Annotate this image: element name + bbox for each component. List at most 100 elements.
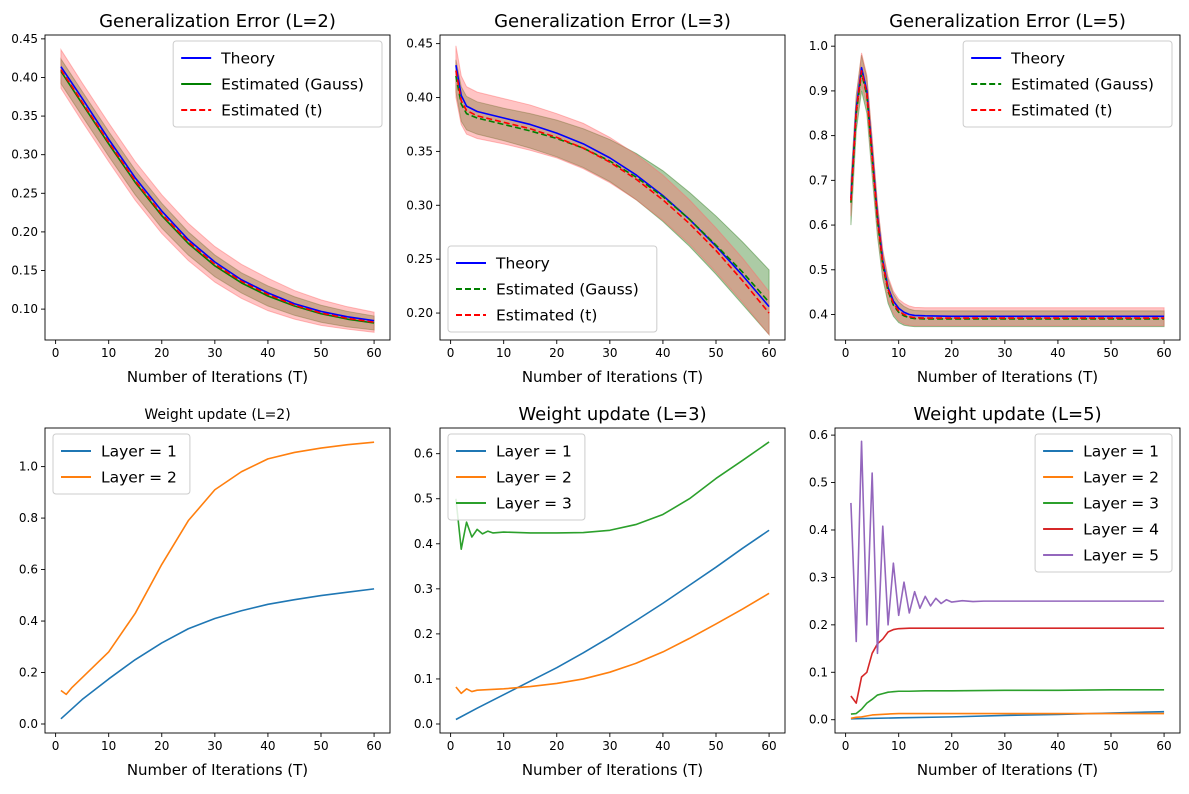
x-tick-label: 10 <box>891 739 906 753</box>
axes-frame <box>44 427 391 734</box>
y-tick-label: 0.40 <box>406 91 433 105</box>
legend-label: Layer = 5 <box>1083 547 1159 565</box>
subplot-2: Generalization Error (L=3) 0 10 20 30 40 50 60 0… <box>406 11 786 386</box>
y-tick-label: 0.45 <box>406 37 433 51</box>
legend-label: Theory <box>1010 50 1065 68</box>
x-tick-label: 20 <box>549 739 564 753</box>
x-tick-label: 30 <box>602 739 617 753</box>
y-tick-label: 0.4 <box>414 537 433 551</box>
x-tick-label: 0 <box>447 346 455 360</box>
x-tick-label: 40 <box>1050 346 1065 360</box>
confidence-band <box>60 47 375 333</box>
x-tick-label: 10 <box>891 346 906 360</box>
x-tick-label: 30 <box>207 739 222 753</box>
legend-label: Estimated (t) <box>221 102 322 120</box>
series-line <box>850 712 1165 720</box>
y-tick-label: 0.6 <box>19 563 38 577</box>
subplot-4: Weight update (L=2) 0 10 20 30 40 50 60 0.0 0.2 0.… <box>19 407 391 779</box>
series-line <box>455 529 770 721</box>
legend-label: Layer = 4 <box>1083 521 1159 539</box>
series-line <box>60 588 375 720</box>
x-tick-label: 0 <box>52 739 60 753</box>
chart-title: Generalization Error (L=2) <box>99 11 336 32</box>
series-line <box>850 66 1165 318</box>
y-tick-label: 0.1 <box>414 672 433 686</box>
series-line <box>850 689 1165 715</box>
x-tick-label: 60 <box>761 346 776 360</box>
chart-title: Generalization Error (L=5) <box>889 11 1126 32</box>
subplot-5: Weight update (L=3) 0 10 20 30 40 50 60 0.0 0.1 0.… <box>414 404 786 779</box>
x-tick-label: 40 <box>260 346 275 360</box>
y-tick-label: 0.3 <box>809 570 828 584</box>
confidence-band <box>455 59 770 336</box>
plot-area <box>455 441 770 721</box>
y-tick-label: 0.4 <box>809 523 828 537</box>
subplot-6: Weight update (L=5) 0 10 20 30 40 50 60 0.0 0.1 0.… <box>809 404 1181 779</box>
y-tick-label: 0.25 <box>11 186 38 200</box>
legend-label: Estimated (t) <box>496 307 597 325</box>
x-tick-label: 20 <box>944 346 959 360</box>
x-tick-label: 50 <box>313 346 328 360</box>
x-tick-label: 60 <box>1156 739 1171 753</box>
axes-frame <box>439 34 786 341</box>
confidence-band <box>850 52 1165 327</box>
x-tick-label: 50 <box>1103 346 1118 360</box>
y-tick-label: 0.0 <box>414 717 433 731</box>
x-tick-label: 60 <box>1156 346 1171 360</box>
legend-label: Estimated (t) <box>1011 102 1112 120</box>
series-line <box>850 627 1165 704</box>
subplot-1: Generalization Error (L=2) 0 10 20 30 40 50 60 0… <box>11 11 391 386</box>
y-tick-label: 0.35 <box>406 144 433 158</box>
x-tick-label: 50 <box>708 739 723 753</box>
series-line <box>60 66 375 322</box>
y-tick-label: 0.45 <box>11 32 38 46</box>
legend-label: Layer = 3 <box>496 495 572 513</box>
y-tick-label: 0.1 <box>809 665 828 679</box>
y-tick-label: 0.30 <box>11 148 38 162</box>
series-line <box>60 441 375 696</box>
x-axis-label: Number of Iterations (T) <box>917 368 1098 386</box>
series-line <box>850 69 1165 319</box>
axes-frame <box>834 34 1181 341</box>
legend-box <box>962 40 1173 128</box>
legend-box <box>52 433 191 495</box>
y-tick-label: 0.9 <box>809 84 828 98</box>
series-line <box>850 440 1165 655</box>
y-tick-label: 0.10 <box>11 302 38 316</box>
axes-frame <box>44 34 391 341</box>
x-tick-label: 30 <box>997 739 1012 753</box>
legend-label: Estimated (Gauss) <box>221 76 364 94</box>
x-tick-label: 40 <box>260 739 275 753</box>
y-tick-label: 0.8 <box>809 129 828 143</box>
chart-title: Weight update (L=3) <box>518 404 706 425</box>
chart-title: Weight update (L=2) <box>144 407 290 423</box>
plot-area <box>60 441 375 720</box>
axes-frame <box>834 427 1181 734</box>
y-tick-label: 0.4 <box>19 614 38 628</box>
x-tick-label: 60 <box>366 346 381 360</box>
plot-area <box>60 47 375 333</box>
x-tick-label: 50 <box>708 346 723 360</box>
y-tick-label: 0.3 <box>414 582 433 596</box>
y-tick-label: 1.0 <box>19 460 38 474</box>
y-tick-label: 0.25 <box>406 252 433 266</box>
x-tick-label: 20 <box>944 739 959 753</box>
chart-title: Weight update (L=5) <box>913 404 1101 425</box>
x-tick-label: 60 <box>761 739 776 753</box>
x-tick-label: 0 <box>447 739 455 753</box>
legend-label: Layer = 1 <box>101 443 177 461</box>
y-tick-label: 0.2 <box>809 618 828 632</box>
series-line <box>455 441 770 550</box>
legend-label: Theory <box>220 50 275 68</box>
y-tick-label: 0.2 <box>414 627 433 641</box>
series-line <box>60 70 375 324</box>
series-line <box>850 710 1165 720</box>
x-tick-label: 10 <box>101 739 116 753</box>
series-line <box>455 592 770 695</box>
legend-box <box>1034 433 1173 573</box>
legend: Layer = 1 Layer = 2 Layer = 3 Layer = 4 Laye… <box>1034 433 1173 573</box>
y-tick-label: 0.30 <box>406 198 433 212</box>
x-tick-label: 40 <box>655 739 670 753</box>
